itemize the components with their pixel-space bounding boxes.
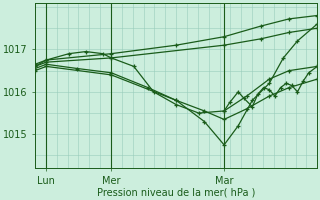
X-axis label: Pression niveau de la mer( hPa ): Pression niveau de la mer( hPa ) <box>97 187 255 197</box>
